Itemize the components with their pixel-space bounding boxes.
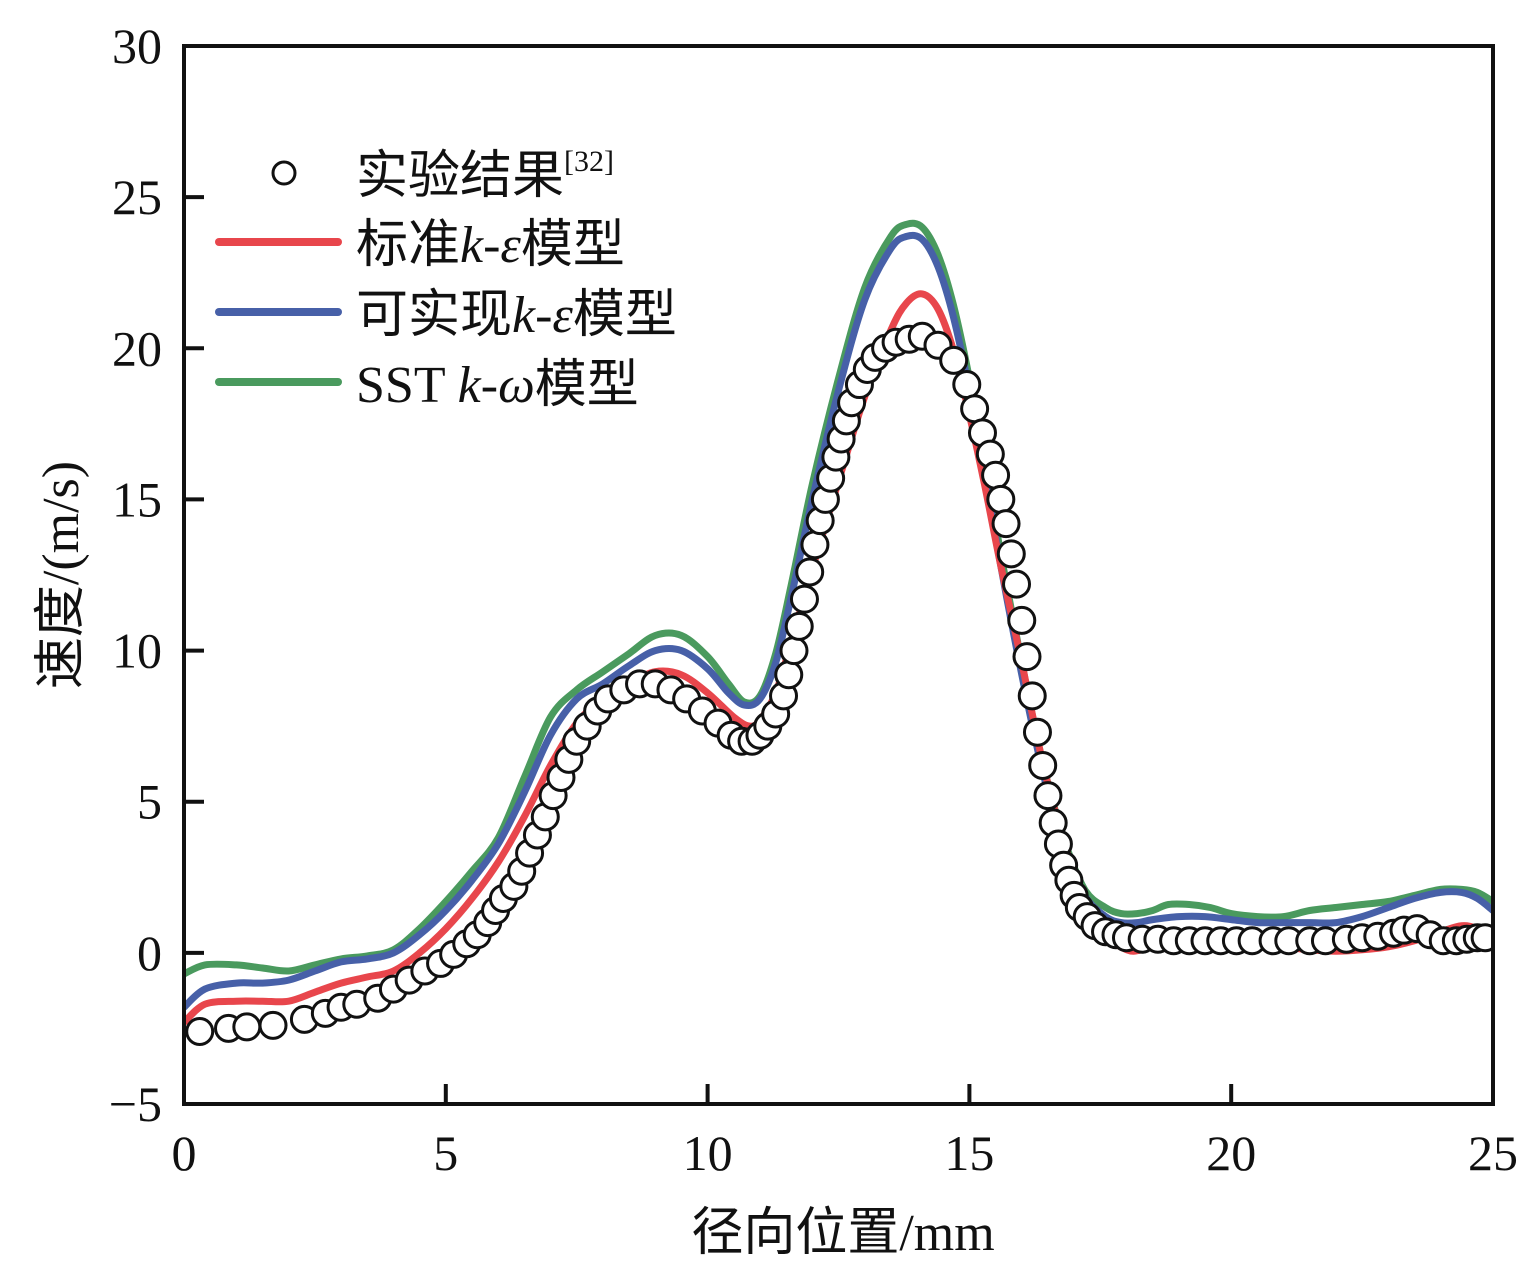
y-tick-label: 5 xyxy=(137,774,162,830)
x-tick-label: 20 xyxy=(1206,1125,1256,1181)
data-point xyxy=(960,394,990,424)
data-point xyxy=(784,611,814,641)
legend-item-sst-k-omega: SST k-ω模型 xyxy=(215,357,639,414)
x-tick-label: 5 xyxy=(433,1125,458,1181)
legend-label-experiment: 实验结果[32] xyxy=(356,145,614,205)
data-point xyxy=(258,1010,288,1040)
data-point xyxy=(1002,569,1032,599)
legend-label-sst-k-omega: SST k-ω模型 xyxy=(356,357,639,414)
legend-marker-circle xyxy=(271,160,297,186)
data-point xyxy=(1033,781,1063,811)
data-point xyxy=(1012,642,1042,672)
data-point xyxy=(1470,923,1493,953)
legend-item-realizable-k-epsilon: 可实现k-ε模型 xyxy=(215,287,677,344)
data-point xyxy=(774,660,804,690)
data-point xyxy=(1028,750,1058,780)
data-point xyxy=(939,345,969,375)
y-tick-label: 15 xyxy=(112,471,162,527)
data-point xyxy=(1017,681,1047,711)
data-point xyxy=(991,509,1021,539)
data-point xyxy=(952,370,982,400)
data-point xyxy=(779,636,809,666)
data-point xyxy=(986,484,1016,514)
x-tick-label: 25 xyxy=(1468,1125,1518,1181)
y-tick-label: 0 xyxy=(137,925,162,981)
legend-label-standard-k-epsilon: 标准k-ε模型 xyxy=(356,217,625,274)
data-point xyxy=(800,530,830,560)
x-tick-label: 10 xyxy=(683,1125,733,1181)
legend: 实验结果[32] 标准k-ε模型 可实现k-ε模型 SST k-ω模型 xyxy=(215,145,677,414)
data-point xyxy=(232,1012,262,1042)
data-point xyxy=(996,539,1026,569)
series-line-sst-k-omega xyxy=(184,219,1493,978)
legend-item-standard-k-epsilon: 标准k-ε模型 xyxy=(215,217,625,274)
data-point xyxy=(795,557,825,587)
plot-frame xyxy=(182,44,1495,1106)
y-tick-label: 20 xyxy=(112,320,162,376)
x-axis-title: 径向位置/mm xyxy=(691,1205,994,1262)
legend-item-experiment: 实验结果[32] xyxy=(271,145,614,205)
legend-label-realizable-k-epsilon: 可实现k-ε模型 xyxy=(356,287,677,344)
data-point xyxy=(1022,717,1052,747)
y-axis-title: 速度/(m/s) xyxy=(33,461,90,689)
x-tick-label: 15 xyxy=(944,1125,994,1181)
data-point xyxy=(185,1016,215,1046)
data-point xyxy=(1007,605,1037,635)
series-line-realizable-k-epsilon xyxy=(184,231,1493,1011)
data-point xyxy=(981,460,1011,490)
y-tick-label: 25 xyxy=(112,169,162,225)
y-tick-label: 10 xyxy=(112,623,162,679)
scatter-layer xyxy=(185,321,1493,1046)
x-tick-label: 0 xyxy=(172,1125,197,1181)
y-tick-label: 30 xyxy=(112,18,162,74)
y-tick-label: −5 xyxy=(109,1076,162,1132)
data-point xyxy=(789,584,819,614)
